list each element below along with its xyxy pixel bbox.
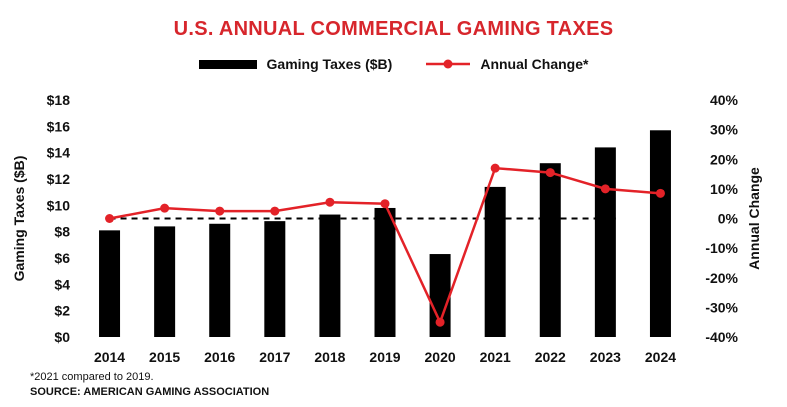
bar-2024: [649, 130, 671, 337]
bar-2019: [374, 207, 396, 337]
legend-line-swatch: [426, 59, 471, 69]
y-axis-label: Gaming Taxes ($B): [11, 156, 27, 282]
bar-2023: [594, 147, 616, 337]
x-tick-label: 2022: [535, 349, 566, 365]
annual-change-point-2022: [545, 168, 555, 178]
y-tick-label: $14: [47, 145, 71, 161]
y-tick-label: $4: [54, 276, 70, 292]
y2-tick-label: 20%: [710, 151, 739, 167]
y2-tick-label: 10%: [710, 181, 739, 197]
annual-change-point-2018: [325, 197, 335, 207]
y-tick-label: $0: [54, 329, 70, 345]
y2-tick-label: 0%: [718, 211, 739, 227]
bar-2020: [429, 254, 451, 337]
y2-tick-label: -30%: [705, 299, 738, 315]
x-tick-label: 2018: [314, 349, 345, 365]
bar-2022: [539, 163, 561, 337]
annual-change-point-2024: [655, 188, 665, 198]
legend-label-annual-change: Annual Change*: [480, 56, 589, 72]
bar-2014: [99, 230, 121, 337]
y-tick-label: $2: [54, 303, 70, 319]
annual-change-point-2023: [600, 184, 610, 194]
x-tick-label: 2020: [425, 349, 456, 365]
y2-axis-label: Annual Change: [746, 167, 762, 270]
legend-label-gaming-taxes: Gaming Taxes ($B): [266, 56, 393, 72]
x-tick-label: 2017: [259, 349, 290, 365]
annual-change-point-2016: [215, 206, 225, 216]
chart-title: U.S. ANNUAL COMMERCIAL GAMING TAXES: [173, 18, 614, 40]
annual-change-point-2015: [160, 203, 170, 213]
x-tick-label: 2023: [590, 349, 621, 365]
x-tick-label: 2014: [94, 349, 125, 365]
bar-2016: [209, 223, 231, 337]
x-tick-label: 2021: [480, 349, 511, 365]
y2-tick-label: -20%: [705, 270, 738, 286]
y2-tick-label: -10%: [705, 240, 738, 256]
x-tick-label: 2015: [149, 349, 180, 365]
y-tick-label: $8: [54, 224, 70, 240]
chart-legend: Gaming Taxes ($B) Annual Change*: [0, 56, 787, 72]
legend-item-gaming-taxes: Gaming Taxes ($B): [198, 56, 393, 72]
y2-tick-label: 30%: [710, 122, 739, 138]
x-tick-label: 2016: [204, 349, 235, 365]
annual-change-point-2020: [435, 317, 445, 327]
annual-change-point-2014: [105, 214, 115, 223]
y2-tick-label: 40%: [710, 92, 739, 108]
y2-tick-label: -40%: [705, 329, 738, 345]
source-note: SOURCE: AMERICAN GAMING ASSOCIATION: [30, 386, 270, 398]
legend-item-annual-change: Annual Change*: [426, 56, 588, 72]
annual-change-point-2019: [380, 199, 390, 209]
legend-bar-swatch: [198, 59, 257, 69]
y-tick-label: $6: [54, 250, 70, 266]
x-tick-label: 2024: [645, 349, 676, 365]
y-tick-label: $16: [47, 118, 71, 134]
bar-2015: [154, 226, 176, 337]
footnote: *2021 compared to 2019.: [30, 371, 154, 383]
annual-change-point-2017: [270, 206, 280, 216]
bar-2018: [319, 214, 341, 337]
bar-2017: [264, 221, 286, 337]
y-tick-label: $10: [47, 197, 71, 213]
annual-change-point-2021: [490, 163, 500, 173]
x-tick-label: 2019: [369, 349, 400, 365]
bar-2021: [484, 186, 506, 337]
y-tick-label: $18: [47, 92, 71, 108]
y-tick-label: $12: [47, 171, 71, 187]
